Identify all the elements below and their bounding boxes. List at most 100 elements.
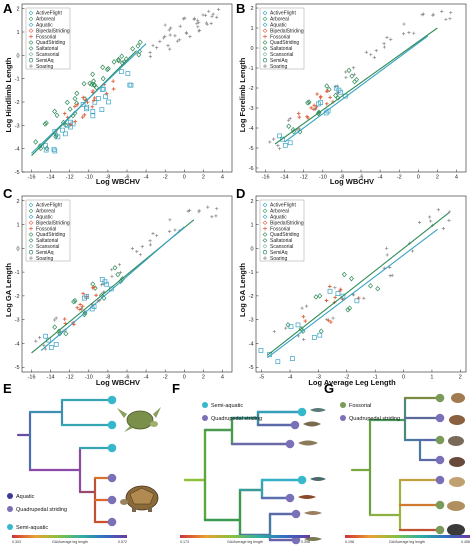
data-point-soaring [148,50,152,55]
data-point-aquatic [103,94,108,100]
legend-marker [28,28,34,33]
data-point-fossorial [328,95,332,100]
data-point-soaring [215,15,219,19]
colorbar-g [345,535,470,538]
tip-dot [107,473,117,483]
tip-dot [107,395,117,405]
fit-line-aquatic [31,43,147,154]
data-point-aquatic [288,324,294,330]
y-tick-label: -4 [15,147,20,153]
data-point-soaring [278,147,282,151]
data-point-aquatic [96,96,101,101]
data-point-aquatic [127,82,133,88]
legend-label: BipedalStriding [36,220,70,226]
data-point-aquatic [125,71,131,76]
tortoise-icon [120,485,159,512]
phylo-tree-f [183,410,304,542]
data-point-soaring [178,24,182,28]
legend-label: ActiveFlight [36,11,62,17]
legend-dot-quad-striding-f [202,415,208,421]
legend-marker [28,238,34,243]
x-tick-label: -8 [105,375,110,381]
x-tick-label: -2 [344,375,349,381]
data-point-aquatic [99,87,105,92]
legend-label: Saltatorial [36,46,58,52]
y-tick-label: -5 [15,365,20,371]
panel-label-b: B [236,1,245,16]
data-point-soaring [272,329,276,334]
data-point-aquatic [104,281,109,287]
data-point-fossorial [90,105,95,109]
data-point-soaring [148,55,153,59]
x-tick-label: -12 [66,375,74,381]
data-point-quadstriding [72,297,78,304]
data-point-aquatic [118,69,124,75]
legend-label: Soaring [36,64,53,70]
data-point-quadstriding [115,271,121,278]
data-point-fossorial [301,314,306,319]
tree-legend-e-2: Quadrupedal striding [16,507,67,513]
data-point-soaring [110,274,114,278]
legend-label: QuadStriding [36,40,65,46]
data-point-soaring [276,144,280,148]
fit-line-quadstriding [267,212,450,356]
y-tick-label: 2 [250,6,253,12]
legend-box [25,199,71,262]
data-point-soaring [389,37,393,41]
data-point-aquatic [43,147,49,153]
data-point-aquatic [82,295,87,301]
y-tick-label: -2 [249,86,254,92]
data-point-soaring [420,13,424,17]
data-point-soaring [110,268,114,272]
axis-label-c-x: Log WBCHV [96,378,140,387]
data-point-fossorial [78,307,82,312]
data-point-aquatic [280,136,285,142]
legend-marker [28,202,34,208]
data-point-quadstriding [368,283,373,289]
data-point-soaring [302,337,306,342]
data-point-fossorial [80,115,85,119]
axis-label-d-y: Log GA Length [238,263,247,317]
data-point-soaring [155,46,159,50]
data-point-quadstriding [130,46,136,52]
y-tick-label: 0 [250,46,253,52]
data-point-soaring [188,35,192,39]
data-point-quadstriding [100,75,106,82]
x-tick-label: 2 [459,375,462,381]
axis-label-a-x: Log WBCHV [96,177,140,186]
data-point-soaring [197,28,202,33]
data-point-fossorial [73,104,77,109]
data-point-fossorial [90,286,95,290]
data-point-quadstriding [52,108,58,115]
data-point-fossorial [326,318,331,323]
legend-marker [262,238,268,243]
data-point-soaring [207,9,211,13]
x-tick-label: 2 [436,175,439,181]
data-point-soaring [148,239,152,243]
data-point-soaring [166,43,170,48]
data-point-aquatic [327,288,333,294]
panel-label-e: E [3,381,12,396]
legend-label: Fossorial [36,34,56,40]
data-point-quadstriding [112,265,118,271]
data-point-soaring [197,29,201,33]
panel-label-d: D [236,186,245,201]
x-tick-label: 0 [417,175,420,181]
legend-label: Arboreal [36,209,55,215]
data-point-soaring [447,210,451,214]
colorbar-f-min: 0.173 [180,540,189,544]
legend-label: QuadStriding [36,232,65,238]
data-point-fossorial [82,113,87,117]
fit-line-aquatic [267,228,438,359]
data-point-quadstriding [42,121,48,127]
data-point-soaring [167,28,171,32]
data-point-soaring [331,316,335,320]
data-point-fossorial [111,87,116,91]
data-point-fossorial [309,106,314,110]
legend-marker [28,250,34,255]
legend-marker [28,58,34,63]
data-point-quadstriding [349,73,355,79]
mammal-icons [447,393,465,536]
data-point-soaring [155,234,159,238]
x-tick-label: -10 [85,175,93,181]
